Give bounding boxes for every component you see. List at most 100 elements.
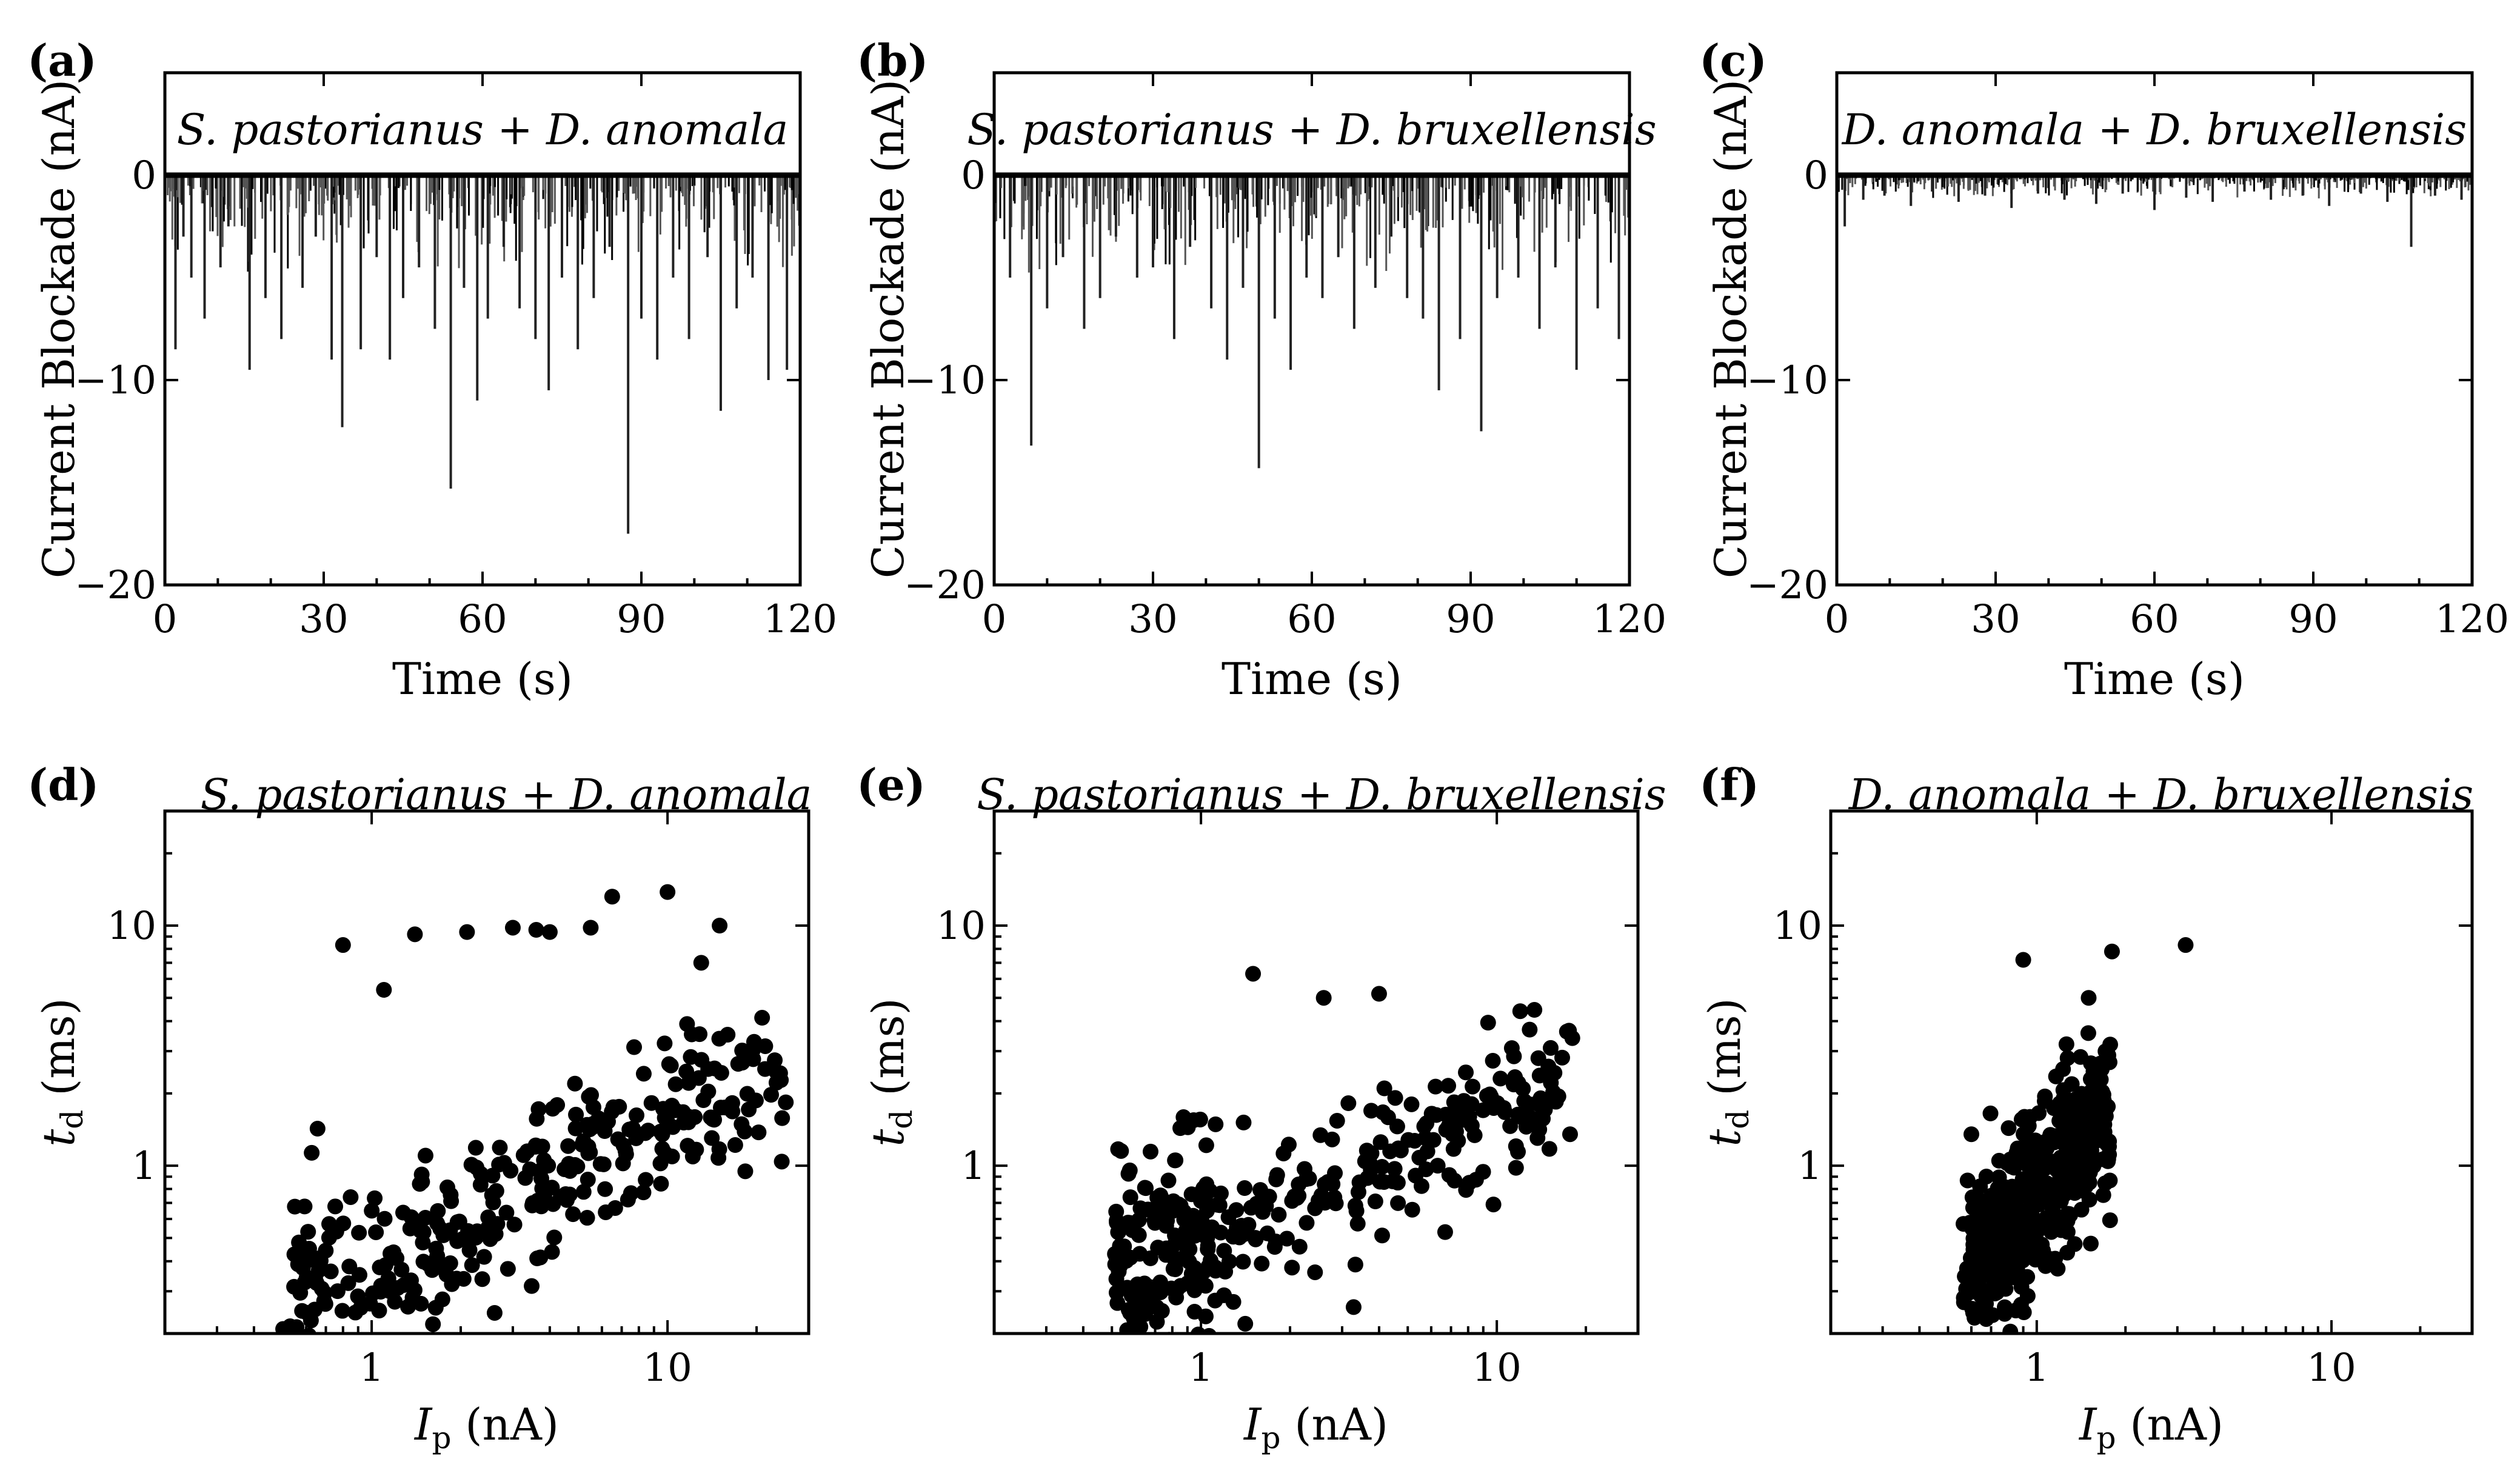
scatter-point xyxy=(1291,1238,1308,1255)
scatter-point xyxy=(1526,1002,1543,1018)
scatter-point xyxy=(1132,1246,1148,1262)
plot-frame xyxy=(1829,809,2474,1335)
scatter-point xyxy=(1254,1255,1270,1272)
scatter-point xyxy=(403,1272,419,1289)
chart-panel-2: 0 30 60 90 120 −20 −10 0 Time (s) Current Blockad… xyxy=(857,35,1666,704)
scatter-point xyxy=(1124,1222,1140,1238)
scatter-point xyxy=(2104,943,2120,960)
scatter-point xyxy=(498,1204,515,1221)
scatter-point xyxy=(1363,1103,1380,1119)
scatter-point xyxy=(364,1203,380,1219)
scatter-point xyxy=(1149,1314,1165,1330)
scatter-point xyxy=(2069,1092,2085,1109)
scatter-point xyxy=(1991,1169,2007,1186)
x-tick-label: 1 xyxy=(359,1346,384,1391)
x-axis-label: Ip (nA) xyxy=(2078,1399,2224,1455)
scatter-point xyxy=(560,1138,577,1154)
scatter-point xyxy=(1186,1112,1202,1129)
scatter-point xyxy=(407,926,423,943)
scatter-point xyxy=(558,1186,574,1203)
plot-frame xyxy=(163,809,810,1335)
scatter-point xyxy=(335,937,351,953)
scatter-point xyxy=(1508,1160,1524,1176)
scatter-point xyxy=(1278,1230,1295,1247)
scatter-point xyxy=(660,884,676,900)
scatter-point xyxy=(296,1198,313,1215)
scatter-point xyxy=(341,1258,358,1275)
scatter-point xyxy=(1466,1127,1483,1143)
scatter-point xyxy=(750,1124,767,1141)
scatter-point xyxy=(2006,1264,2022,1281)
scatter-point xyxy=(1284,1193,1300,1209)
scatter-point xyxy=(1176,1204,1192,1220)
scatter-point xyxy=(690,1070,707,1086)
scatter-point xyxy=(492,1140,508,1156)
scatter-point xyxy=(2033,1217,2049,1234)
scatter-point xyxy=(347,1304,364,1321)
x-axis-label: Ip (nA) xyxy=(413,1399,559,1455)
scatter-point xyxy=(343,1189,359,1205)
scatter-point xyxy=(1485,1052,1501,1069)
x-tick-label: 10 xyxy=(1472,1346,1521,1391)
scatter-point xyxy=(2002,1323,2019,1334)
panel-label: (f) xyxy=(1699,759,1759,810)
y-tick-label: −10 xyxy=(75,358,156,403)
scatter-point xyxy=(2011,1223,2028,1239)
x-axis-label: Time (s) xyxy=(1222,653,1402,704)
scatter-point xyxy=(2055,1061,2071,1077)
scatter-point xyxy=(583,920,599,936)
scatter-point xyxy=(1235,1114,1252,1130)
scatter-point xyxy=(1172,1120,1189,1137)
scatter-point xyxy=(2042,1255,2058,1272)
scatter-point xyxy=(1266,1239,1283,1255)
scatter-point xyxy=(604,889,620,905)
scatter-point xyxy=(1387,1090,1403,1106)
scatter-point xyxy=(2085,1063,2102,1080)
scatter-point xyxy=(1315,990,1332,1006)
scatter-point xyxy=(1326,1189,1343,1206)
scatter-point xyxy=(727,1137,743,1153)
scatter-point xyxy=(307,1252,323,1268)
scatter-point xyxy=(1988,1223,2005,1240)
scatter-point xyxy=(704,1130,720,1146)
scatter-point xyxy=(2000,1120,2017,1137)
scatter-point xyxy=(1211,1197,1228,1214)
scatter-point xyxy=(626,1039,643,1055)
scatter-point xyxy=(657,1035,673,1052)
scatter-point xyxy=(2059,1160,2075,1176)
scatter-point xyxy=(461,1242,478,1258)
scatter-point xyxy=(2054,1129,2070,1145)
scatter-point xyxy=(299,1304,315,1321)
scatter-point xyxy=(635,1066,652,1082)
scatter-point xyxy=(712,1100,729,1116)
scatter-point xyxy=(1163,1280,1180,1297)
scatter-point xyxy=(1317,1176,1333,1192)
y-axis-label: Current Blockade (nA) xyxy=(863,79,914,578)
scatter-point xyxy=(2031,1105,2047,1121)
scatter-point xyxy=(1194,1212,1210,1229)
scatter-point xyxy=(528,922,544,938)
scatter-point xyxy=(629,1107,645,1124)
x-axis-label: Time (s) xyxy=(392,653,573,704)
scatter-point xyxy=(2017,1203,2033,1220)
scatter-point xyxy=(376,982,392,998)
scatter-point xyxy=(1142,1279,1158,1295)
scatter-point xyxy=(2018,1138,2034,1155)
scatter-point xyxy=(2056,1107,2073,1124)
scatter-point xyxy=(1112,1258,1129,1274)
y-tick-label: 1 xyxy=(1797,1144,1822,1189)
scatter-point xyxy=(1986,1283,2002,1299)
x-tick-label: 90 xyxy=(1446,597,1495,642)
scatter-point xyxy=(1110,1224,1126,1240)
scatter-point xyxy=(1503,1040,1520,1057)
scatter-point xyxy=(304,1144,320,1161)
scatter-point xyxy=(2072,1049,2088,1065)
scatter-point xyxy=(368,1224,384,1240)
scatter-point xyxy=(2088,1133,2104,1149)
scatter-point xyxy=(282,1318,298,1334)
scatter-point xyxy=(328,1223,344,1240)
scatter-point xyxy=(2059,1244,2076,1261)
x-tick-label: 10 xyxy=(643,1346,692,1391)
scatter-point xyxy=(1531,1121,1547,1137)
